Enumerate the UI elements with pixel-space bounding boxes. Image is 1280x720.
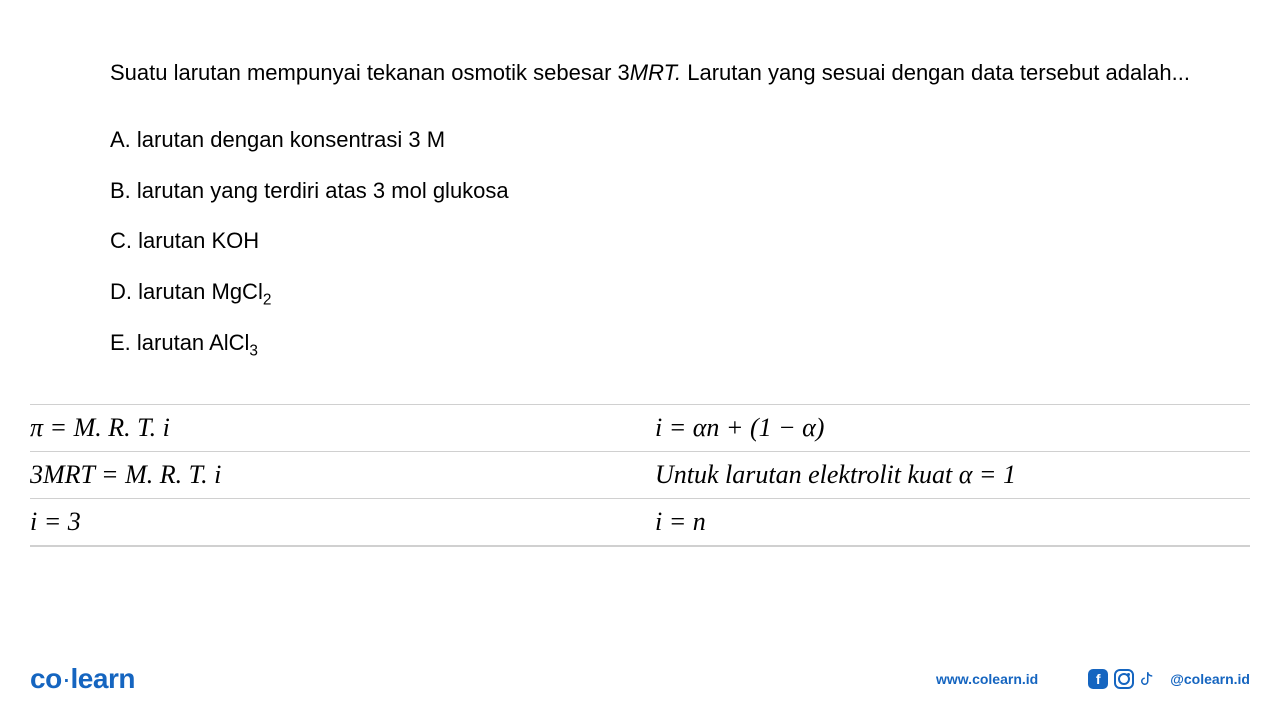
facebook-icon: f [1088,669,1108,689]
option-a: A. larutan dengan konsentrasi 3 M [110,115,1200,166]
options-list: A. larutan dengan konsentrasi 3 M B. lar… [110,115,1200,368]
option-d-sub: 2 [263,291,272,308]
work-row-2: 3MRT = M. R. T. i Untuk larutan elektrol… [30,451,1250,498]
work-row-3: i = 3 i = n [30,498,1250,546]
option-e-sub: 3 [249,342,258,359]
work-left-3: i = 3 [30,499,625,545]
social-handle: @colearn.id [1170,671,1250,687]
instagram-icon [1114,669,1134,689]
logo: co·learn [30,663,135,695]
work-left-2: 3MRT = M. R. T. i [30,452,625,498]
blank-divider [30,546,1250,591]
question-prefix: Suatu larutan mempunyai tekanan osmotik … [110,60,630,85]
option-e: E. larutan AlCl3 [110,318,1200,369]
work-right-3: i = n [625,499,1250,545]
option-d-text: D. larutan MgCl [110,279,263,304]
question-suffix: Larutan yang sesuai dengan data tersebut… [681,60,1190,85]
question-text: Suatu larutan mempunyai tekanan osmotik … [110,55,1200,90]
logo-co: co [30,663,62,694]
work-right-1: i = αn + (1 − α) [625,405,1250,451]
logo-dot: · [62,663,71,694]
option-c: C. larutan KOH [110,216,1200,267]
website-url: www.colearn.id [936,671,1038,687]
social-block: f @colearn.id [1088,669,1250,689]
option-d: D. larutan MgCl2 [110,267,1200,318]
option-b: B. larutan yang terdiri atas 3 mol gluko… [110,166,1200,217]
tiktok-icon [1140,669,1160,689]
work-right-2: Untuk larutan elektrolit kuat α = 1 [625,452,1250,498]
logo-learn: learn [71,663,135,694]
work-left-1: π = M. R. T. i [30,405,625,451]
footer: co·learn www.colearn.id f @colearn.id [0,663,1280,695]
option-e-text: E. larutan AlCl [110,330,249,355]
work-row-1: π = M. R. T. i i = αn + (1 − α) [30,404,1250,451]
question-block: Suatu larutan mempunyai tekanan osmotik … [0,0,1280,389]
question-mrt: MRT. [630,60,681,85]
work-area: π = M. R. T. i i = αn + (1 − α) 3MRT = M… [0,404,1280,546]
